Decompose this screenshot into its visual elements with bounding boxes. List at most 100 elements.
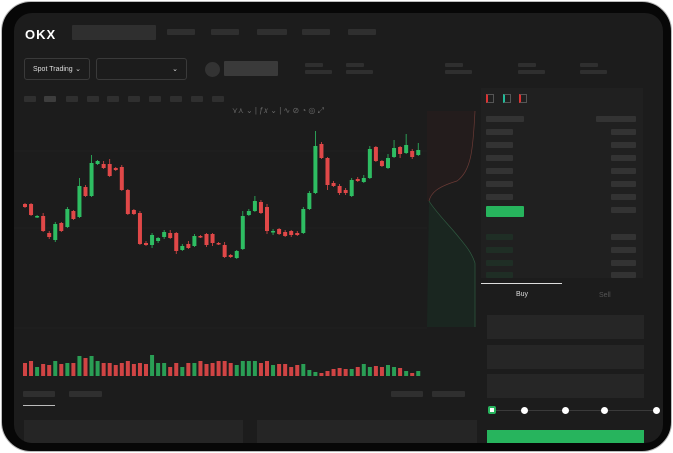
stat-label [580,63,598,67]
ask-price[interactable] [486,155,513,161]
candle-body [35,216,40,218]
total-input[interactable] [487,374,644,398]
bid-size[interactable] [611,247,636,253]
ask-price[interactable] [486,129,513,135]
coin-icon [205,62,220,77]
bid-depth-area [427,201,475,327]
bid-price[interactable] [486,247,513,253]
ask-price[interactable] [486,116,524,122]
volume-bar [337,368,342,376]
candle-body [41,216,46,231]
stat-value [305,70,332,74]
volume-bar [301,364,306,376]
bid-size[interactable] [611,234,636,240]
tab-sell[interactable]: Sell [599,292,611,299]
amount-slider-track[interactable] [492,410,657,411]
search-bar[interactable] [72,25,156,40]
pair-selector[interactable]: ⌄ [96,58,187,80]
timeframe-button[interactable] [128,96,140,102]
volume-bar [386,365,390,376]
stat-value [445,70,472,74]
nav-item[interactable] [302,29,330,35]
timeframe-button[interactable] [149,96,161,102]
tab-open-orders[interactable] [23,391,55,397]
nav-item[interactable] [211,29,239,35]
bid-price[interactable] [486,272,513,278]
volume-bar [107,363,112,376]
ask-size[interactable] [611,142,636,148]
ask-price[interactable] [486,168,513,174]
tab-buy[interactable]: Buy [516,291,529,298]
volume-bar [101,363,106,376]
indicator-icon[interactable]: ⋎⋏ ⌄ | ƒ𝑥 ⌄ | ∿ ⊘ ◔ ◎ ⤢ [232,106,325,115]
order-book-view-icon[interactable] [503,94,511,103]
ask-price[interactable] [486,194,513,200]
volume-bar [379,367,384,376]
ask-size[interactable] [611,155,636,161]
candle-body [156,238,161,241]
market-selector-label: Spot Trading [33,65,73,73]
bid-size[interactable] [611,260,636,266]
price-input[interactable] [487,315,644,339]
volume-bar [186,363,191,376]
timeframe-button[interactable] [212,96,224,102]
timeframe-button[interactable] [24,96,36,102]
volume-bar [210,363,215,376]
ask-size[interactable] [611,181,636,187]
volume-bar [89,356,94,376]
volume-bar [29,361,34,376]
order-book-view-icon[interactable] [519,94,527,103]
candle-body [319,144,324,158]
candle-body [228,255,233,257]
ask-size[interactable] [596,116,636,122]
volume-bar [295,365,300,376]
nav-item[interactable] [348,29,376,35]
amount-slider-handle[interactable] [488,406,496,414]
bid-size[interactable] [611,207,636,213]
timeframe-button[interactable] [170,96,182,102]
candle-body [125,190,130,214]
candle-body [216,243,221,245]
last-price [486,206,524,217]
orders-panel [24,420,243,443]
timeframe-button[interactable] [44,96,56,102]
trading-screen: OKX Spot Trading ⌄ ⌄ ⋎⋏ ⌄ | ƒ𝑥 ⌄ | ∿ ⊘ ◔ … [14,13,663,443]
slider-step-50[interactable] [562,407,569,414]
filter-button[interactable] [391,391,423,397]
nav-item[interactable] [257,29,287,35]
timeframe-button[interactable] [191,96,203,102]
ask-price[interactable] [486,142,513,148]
candle-body [392,148,397,157]
timeframe-button[interactable] [107,96,119,102]
buy-button[interactable] [487,430,644,443]
candle-body [222,245,227,257]
slider-step-75[interactable] [601,407,608,414]
bid-price[interactable] [486,234,513,240]
ask-size[interactable] [611,129,636,135]
candle-body [379,161,384,166]
tab-order-history[interactable] [69,391,102,397]
nav-item[interactable] [167,29,195,35]
amount-input[interactable] [487,345,644,369]
volume-bar [258,363,263,376]
timeframe-button[interactable] [87,96,99,102]
okx-logo[interactable]: OKX [25,27,57,42]
slider-step-25[interactable] [521,407,528,414]
ask-size[interactable] [611,168,636,174]
order-book-view-icon[interactable] [486,94,494,103]
candlestick-chart[interactable] [14,108,427,398]
timeframe-button[interactable] [66,96,78,102]
market-selector[interactable]: Spot Trading ⌄ [24,58,90,80]
volume-bar [162,363,167,376]
candle-body [252,201,257,211]
candle-body [83,187,88,196]
bid-size[interactable] [611,272,636,278]
candle-body [283,232,288,236]
bid-price[interactable] [486,260,513,266]
ask-price[interactable] [486,181,513,187]
candle-body [95,161,100,164]
slider-step-100[interactable] [653,407,660,414]
candle-body [373,147,378,161]
ask-size[interactable] [611,194,636,200]
filter-button[interactable] [432,391,465,397]
